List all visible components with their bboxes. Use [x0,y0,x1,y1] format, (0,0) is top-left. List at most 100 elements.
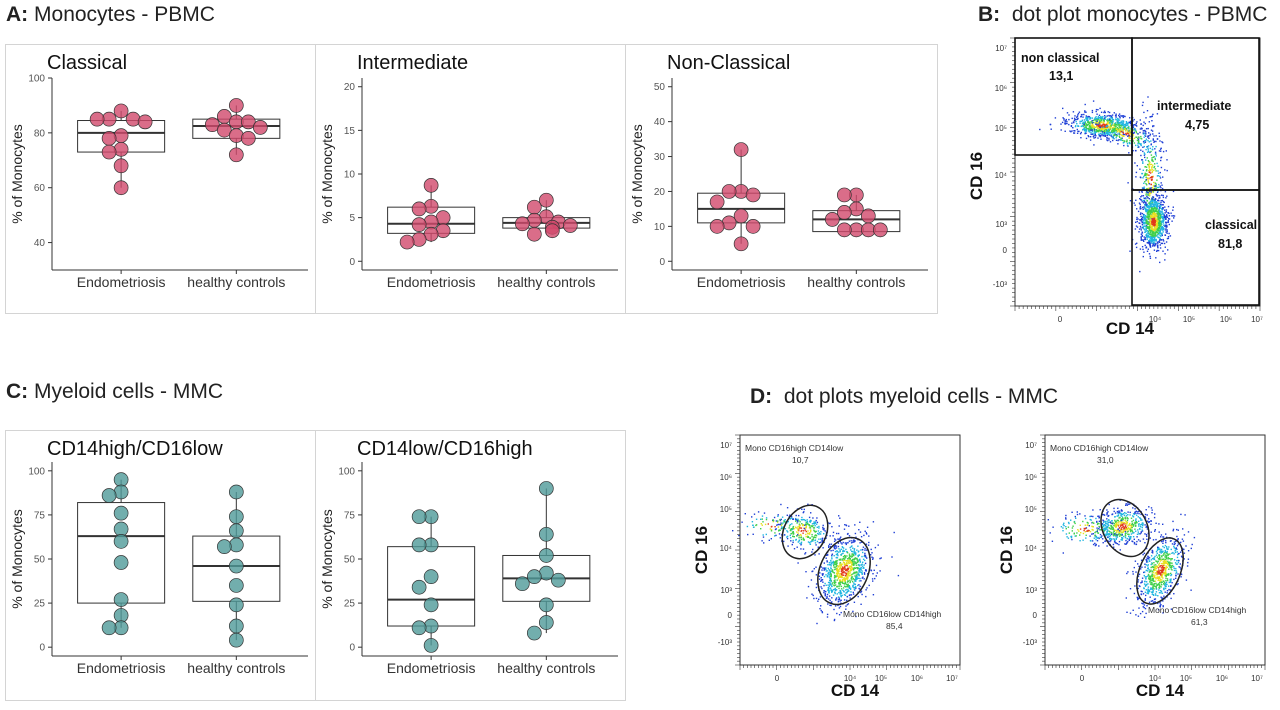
event [790,518,791,519]
event [1150,524,1151,525]
event [1162,216,1163,217]
event [850,597,851,598]
event [841,564,842,565]
data-point [114,534,128,548]
event [816,524,817,525]
event [1155,578,1156,579]
event [853,582,854,583]
event [843,542,844,543]
event [789,527,790,528]
event [817,601,818,602]
event [847,596,848,597]
event [1146,184,1147,185]
event [761,540,762,541]
event [1107,511,1108,512]
event [1144,566,1145,567]
event [1140,138,1141,139]
event [1107,536,1108,537]
event [1165,218,1166,219]
event [839,575,840,576]
event [1109,129,1110,130]
event [1098,528,1099,529]
x-tick-label: 0 [775,674,780,683]
event [1157,224,1158,225]
event [764,512,765,513]
event [868,535,869,536]
event [1106,129,1107,130]
event [860,549,861,550]
event [843,556,844,557]
event [1144,154,1145,155]
event [846,589,847,590]
event [1149,183,1150,184]
event [1142,232,1143,233]
event [827,564,828,565]
data-point [424,178,438,192]
event [1156,202,1157,203]
event [1140,155,1141,156]
event [862,573,863,574]
event [1127,143,1128,144]
event [753,527,754,528]
event [838,548,839,549]
event [1128,127,1129,128]
event [1116,129,1117,130]
event [1147,194,1148,195]
event [860,580,861,581]
event [1114,516,1115,517]
event [844,568,845,569]
event [1102,131,1103,132]
event [791,523,792,524]
event [1114,511,1115,512]
y-tick-label: 10⁷ [995,44,1007,53]
event [824,569,825,570]
event [745,513,746,514]
y-tick-label: 50 [654,82,666,93]
event [1082,116,1083,117]
event [1066,536,1067,537]
data-point [229,148,243,162]
event [1173,529,1174,530]
event [806,531,807,532]
event [1144,533,1145,534]
event [1089,131,1090,132]
event [1152,176,1153,177]
event [1134,128,1135,129]
event [1113,534,1114,535]
event [1097,529,1098,530]
event [1151,209,1152,210]
event [1164,212,1165,213]
data-point [114,142,128,156]
event [773,520,774,521]
event [800,534,801,535]
event [1160,586,1161,587]
event [851,560,852,561]
event [1068,522,1069,523]
event [800,548,801,549]
y-tick-label: 50 [344,555,356,566]
event [823,573,824,574]
event [1144,222,1145,223]
event [1166,216,1167,217]
event [1138,231,1139,232]
event [1095,134,1096,135]
event [1127,145,1128,146]
data-point [539,615,553,629]
event [1125,529,1126,530]
event [1080,525,1081,526]
event [1136,137,1137,138]
event [1135,222,1136,223]
event [1102,520,1103,521]
event [1148,228,1149,229]
event [781,525,782,526]
event [1146,222,1147,223]
box [388,547,475,626]
event [1117,529,1118,530]
event [1155,539,1156,540]
event [827,584,828,585]
event [1072,530,1073,531]
event [1122,522,1123,523]
event [1175,562,1176,563]
